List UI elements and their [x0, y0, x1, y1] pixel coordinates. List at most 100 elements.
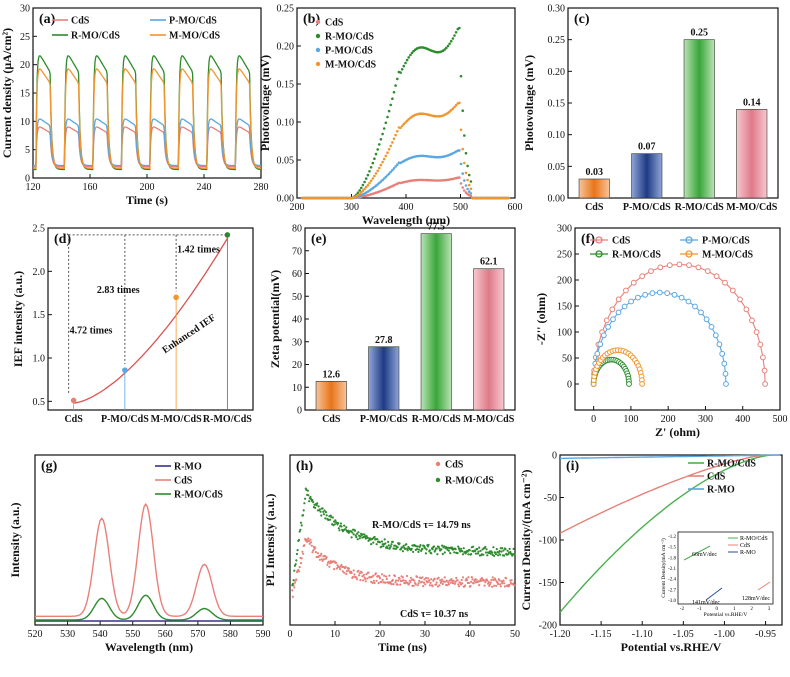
series-marker — [626, 381, 632, 387]
series-marker — [722, 370, 729, 377]
series-points-m-mo/cds — [463, 161, 466, 165]
annotation: 1.42 times — [177, 244, 220, 255]
series-points-cds — [320, 552, 323, 556]
series-points-cds — [314, 546, 317, 549]
legend-pmo-cds-swatch-marker — [685, 236, 693, 244]
series-points-r-mo/cds — [457, 545, 460, 548]
y-tick-label: 15 — [20, 89, 30, 100]
y-tick-label: -50 — [544, 493, 557, 504]
legend-mmo-cds-swatch-marker — [685, 250, 693, 258]
series-points-cds — [505, 577, 508, 580]
series-points-cds — [461, 186, 465, 189]
data-point-r-mo/cds — [224, 232, 231, 238]
series-points-r-mo/cds — [407, 56, 411, 59]
legend-mmo-cds-label: M-MO/CdS — [702, 250, 754, 261]
series-points-r-mo/cds — [350, 536, 353, 539]
x-tick-label: 560 — [158, 629, 173, 640]
series-points-cds — [327, 560, 330, 563]
plot-frame — [34, 454, 264, 626]
series-points-r-mo/cds — [333, 523, 336, 526]
series-points-r-mo/cds — [381, 132, 384, 136]
series-points-cds — [499, 585, 502, 588]
series-points-p-mo/cds — [469, 192, 473, 195]
panel-label: (g) — [41, 459, 58, 474]
series-points-cds — [372, 574, 375, 577]
series-points-r-mo/cds — [321, 507, 324, 510]
series-marker — [671, 291, 678, 298]
panel-label: (e) — [311, 232, 327, 247]
panel-label: (a) — [39, 12, 56, 27]
series-points-r-mo/cds — [351, 531, 354, 534]
series-line-r-mo/cds — [35, 594, 263, 621]
series-points-cds — [359, 579, 362, 582]
x-tick-label: 400 — [399, 202, 414, 213]
series-points-cds — [367, 571, 370, 574]
series-points-r-mo/cds — [493, 554, 496, 558]
series-points-cds — [480, 577, 483, 580]
series-points-cds — [469, 585, 472, 588]
series-points-cds — [397, 579, 400, 582]
x-tick-label: 580 — [223, 629, 238, 640]
series-points-r-mo/cds — [322, 513, 326, 516]
series-points-cds — [423, 578, 426, 581]
series-points-r-mo/cds — [469, 180, 473, 183]
series-points-r-mo/cds — [324, 517, 327, 520]
x-tick-label: -0.95 — [755, 629, 776, 640]
series-points-r-mo/cds — [467, 173, 471, 177]
legend-r-mo-label: R-MO — [707, 485, 735, 496]
x-axis-label: Potential vs.RHE/V — [621, 640, 722, 654]
series-points-r-mo/cds — [470, 553, 473, 556]
y-tick-label: 150 — [557, 302, 572, 313]
series-points-m-mo/cds — [368, 181, 371, 185]
bar-r-mo/cds — [683, 39, 715, 199]
series-points-p-mo/cds — [464, 184, 468, 187]
series-points-r-mo/cds — [390, 543, 393, 546]
series-points-r-mo/cds — [394, 84, 397, 87]
x-tick-label: R-MO/CdS — [412, 414, 461, 425]
inset-x-tick-label: 0 — [716, 607, 719, 612]
series-points-r-mo/cds — [458, 26, 461, 30]
series-points-cds — [307, 537, 310, 540]
x-axis-label: Time (s) — [126, 193, 168, 207]
series-points-r-mo/cds — [338, 529, 341, 532]
series-points-r-mo/cds — [337, 522, 340, 525]
series-points-cds — [471, 578, 474, 581]
x-tick-label: 280 — [254, 182, 269, 193]
series-points-cds — [398, 577, 401, 580]
x-tick-label: P-MO/CdS — [623, 202, 671, 213]
x-tick-label: 40 — [465, 629, 475, 640]
series-points-m-mo/cds — [396, 130, 399, 133]
series-points-r-mo/cds — [454, 548, 457, 551]
series-points-cds — [390, 583, 393, 586]
panel-e: 0 10 20 30 40 50 60 70 80 Zeta potential(mV) (e) 12… — [268, 222, 516, 425]
series-points-r-mo/cds — [296, 549, 299, 552]
legend-r-mo/cds-label: R-MO/CdS — [174, 490, 223, 501]
series-points-r-mo/cds — [371, 161, 375, 165]
series-points-r-mo/cds — [382, 545, 385, 548]
y-axis-label: Current Density/(mA cm⁻²) — [519, 469, 533, 610]
y-tick-label: 0 — [297, 406, 302, 417]
series-points-cds — [293, 581, 296, 584]
series-points-r-mo/cds — [467, 553, 470, 556]
series-points-r-mo/cds — [498, 549, 501, 553]
inset-y-tick-label: -1.2 — [668, 535, 676, 540]
series-points-cds — [483, 584, 486, 587]
series-points-p-mo/cds — [394, 165, 397, 168]
series-points-cds — [491, 576, 494, 579]
panel-g: 520 530 540 550 560 570 580 590 Wavelength (nm) I… — [8, 454, 271, 654]
series-points-r-mo/cds — [337, 527, 340, 530]
series-points-r-mo/cds — [297, 538, 301, 542]
series-points-r-mo/cds — [412, 550, 415, 554]
y-axis-label: PL Intensity (a.u.) — [263, 494, 277, 587]
series-points-cds — [297, 570, 301, 573]
x-tick-label: 240 — [197, 182, 212, 193]
x-tick-label: CdS — [585, 202, 604, 213]
series-points-cds — [470, 580, 473, 583]
series-points-r-mo/cds — [302, 509, 305, 512]
series-points-cds — [388, 574, 391, 577]
series-points-m-mo/cds — [371, 177, 375, 180]
x-tick-label: 300 — [344, 202, 359, 213]
x-tick-label: CdS — [64, 414, 83, 425]
series-points-r-mo/cds — [424, 552, 427, 555]
